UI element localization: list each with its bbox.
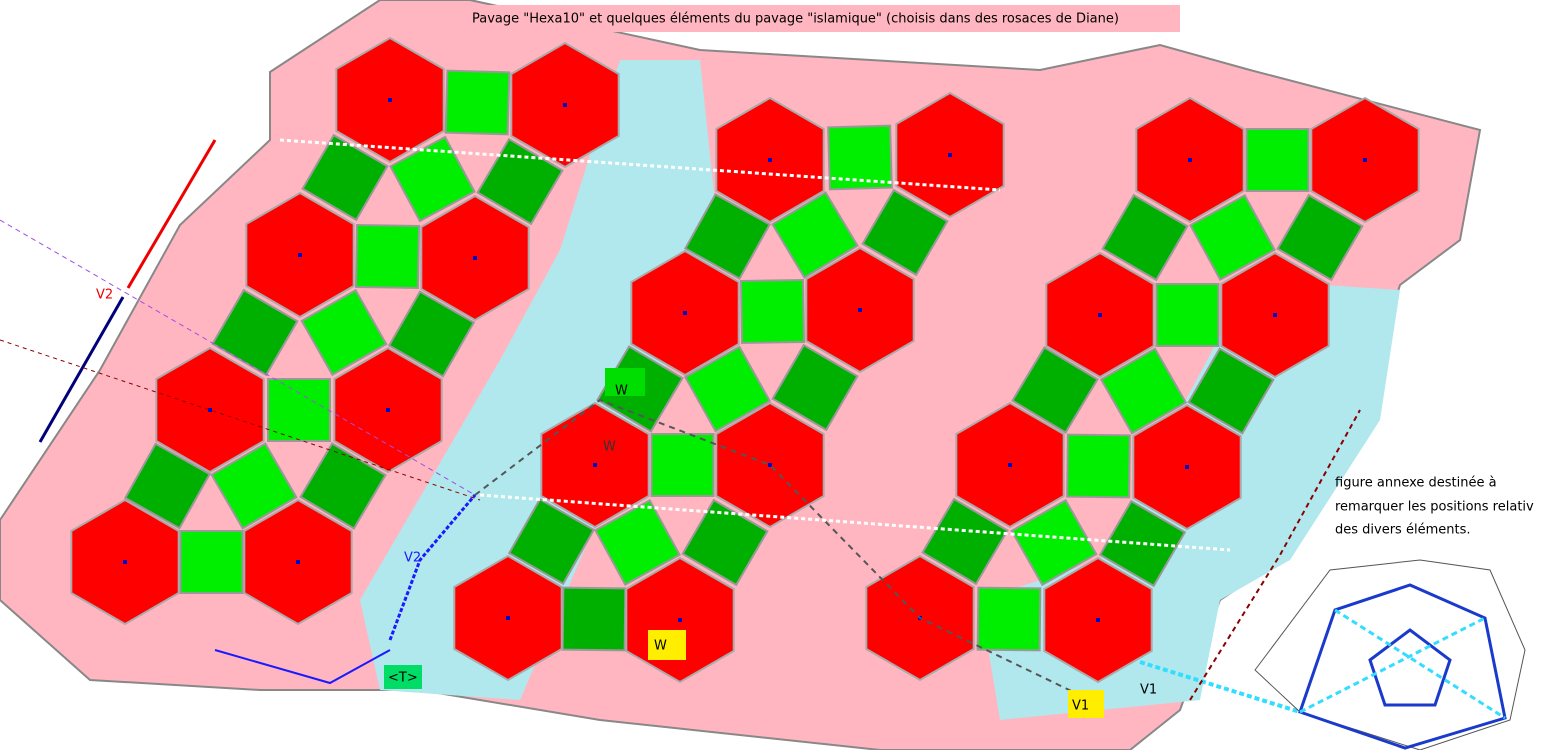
square-tile (1098, 499, 1187, 588)
square-tile (594, 499, 681, 586)
square-tile (179, 530, 244, 594)
square-tile (123, 442, 212, 530)
center-point (1185, 465, 1189, 469)
square-tile (1189, 194, 1276, 281)
center-point (386, 408, 390, 412)
square-tile (354, 223, 421, 290)
title-box (468, 5, 1180, 32)
square-tile (444, 69, 511, 136)
center-point (298, 253, 302, 257)
inset-poly (1298, 583, 1507, 750)
center-point (208, 408, 212, 412)
square-tile (1276, 193, 1364, 282)
square-tile (507, 497, 596, 586)
label: V1 (1072, 699, 1089, 714)
vectors (0, 138, 1361, 714)
square-tile (1011, 346, 1099, 434)
square-tile (1155, 283, 1220, 347)
center-point (1008, 463, 1012, 467)
label-box (605, 368, 645, 396)
square-tile (683, 345, 772, 433)
square-tile (861, 188, 949, 277)
label: W (603, 440, 616, 455)
square-tile (561, 586, 627, 652)
label: V2 (96, 288, 113, 303)
inset-figure (1254, 559, 1526, 751)
note-line: remarquer les positions relativ (1335, 500, 1534, 515)
arrow-v2-neg (38, 296, 125, 443)
inset-dash (1334, 608, 1506, 720)
label-box (1068, 690, 1104, 718)
title: Pavage "Hexa10" et quelques éléments du … (472, 12, 1119, 27)
blue-region (360, 60, 720, 700)
square-tile (1187, 347, 1275, 435)
t-edge (214, 649, 391, 685)
center-point (858, 308, 862, 312)
center-point (678, 618, 682, 622)
path-v2 (388, 494, 477, 641)
note-line: des divers éléments. (1335, 523, 1470, 538)
square-tile (1099, 347, 1188, 435)
square-tile (683, 192, 772, 281)
square-tile (300, 288, 388, 377)
center-point (1098, 313, 1102, 317)
square-tile (301, 133, 389, 222)
label-box (384, 665, 422, 689)
center-point (388, 98, 392, 102)
inset-dash (1299, 616, 1486, 714)
label: <T> (388, 671, 418, 686)
center-point (123, 560, 127, 564)
center-point (593, 463, 597, 467)
note-line: figure annexe destinée à (1335, 476, 1497, 491)
center-point (1188, 158, 1192, 162)
label-box (648, 630, 686, 660)
square-tile (771, 191, 859, 279)
center-point (1363, 158, 1367, 162)
center-point (768, 463, 772, 467)
square-tile (771, 343, 859, 432)
label: V2 (404, 551, 421, 566)
label: V1 (1140, 683, 1157, 698)
square-tile (1066, 433, 1131, 499)
center-point (1273, 313, 1277, 317)
path-dash (1189, 409, 1361, 701)
square-tile (267, 378, 331, 442)
square-tile (921, 497, 1009, 586)
square-tile (650, 433, 715, 497)
white-dash (279, 138, 1001, 192)
label: W (615, 384, 628, 399)
white-dash (479, 493, 1231, 552)
square-tile (210, 442, 298, 530)
center-point (563, 103, 567, 107)
square-tile (211, 288, 299, 377)
square-tile (1245, 128, 1310, 192)
inset-poly (1368, 628, 1452, 707)
square-tile (389, 135, 476, 223)
center-point (473, 256, 477, 260)
center-point (948, 153, 952, 157)
center-point (1096, 618, 1100, 622)
tiling (70, 36, 1420, 684)
guide-line (0, 219, 476, 496)
center-point (683, 311, 687, 315)
square-tile (387, 290, 476, 378)
square-tile (1010, 498, 1098, 587)
arrow-v2 (126, 139, 217, 289)
square-tile (1101, 193, 1189, 282)
center-point (768, 158, 772, 162)
center-point (296, 560, 300, 564)
path-w (474, 398, 1091, 701)
square-tile (476, 137, 564, 226)
square-tile (976, 586, 1042, 652)
center-point (506, 616, 510, 620)
label: W (654, 639, 667, 654)
square-tile (827, 124, 893, 191)
path-v1 (1139, 660, 1301, 714)
square-tile (739, 278, 806, 345)
inset-outline (1254, 559, 1526, 751)
square-tile (681, 498, 769, 587)
